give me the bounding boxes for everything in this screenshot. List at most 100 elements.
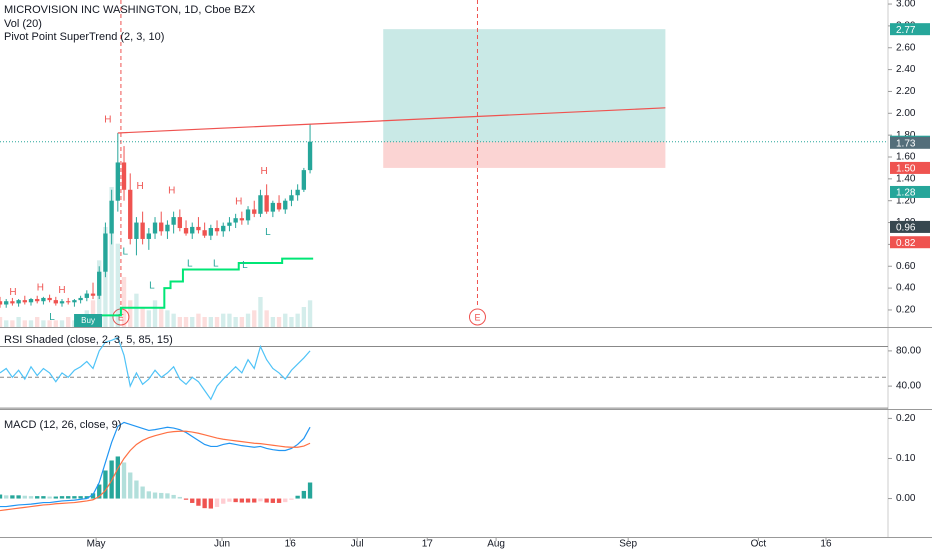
macd-histogram-bar — [183, 498, 189, 500]
candle-body — [208, 228, 214, 236]
candle-body — [90, 293, 96, 296]
macd-histogram-bar — [276, 498, 282, 503]
candle-body — [146, 233, 151, 239]
candle-body — [41, 297, 46, 302]
candle-body — [221, 225, 226, 232]
x-tick-label: 16 — [820, 539, 832, 550]
macd-histogram-bar — [289, 498, 294, 500]
x-tick-label: May — [87, 539, 106, 550]
pivot-label: H — [168, 186, 175, 197]
x-tick-label: Jun — [214, 539, 230, 550]
candle-body — [159, 222, 164, 232]
macd-histogram-bar — [72, 496, 77, 499]
pivot-label: L — [49, 312, 55, 323]
volume-bar — [289, 317, 294, 327]
x-tick-label: Aug — [487, 539, 505, 550]
volume-bar — [227, 313, 232, 327]
macd-line — [0, 421, 311, 508]
pivot-label: H — [58, 285, 65, 296]
price-tag — [890, 236, 930, 249]
macd-histogram-bar — [214, 498, 220, 507]
volume-bar — [140, 307, 145, 327]
macd-histogram-bar — [264, 498, 269, 503]
candle-body — [28, 299, 34, 303]
candle-body — [202, 230, 207, 236]
candle-body — [252, 209, 257, 214]
macd-histogram-bar — [10, 495, 15, 499]
pivot-label: H — [235, 196, 242, 207]
macd-histogram-bar — [196, 498, 201, 506]
candle-body — [227, 222, 232, 226]
macd-histogram-bar — [128, 472, 133, 499]
candle-body — [301, 170, 307, 190]
candle-body — [128, 189, 133, 239]
volume-bar — [121, 277, 127, 327]
volume-bar — [301, 307, 307, 327]
volume-bar — [202, 317, 207, 327]
macd-histogram-bar — [307, 482, 313, 499]
buy-badge — [74, 314, 103, 327]
y-tick-label: 3.00 — [896, 0, 916, 10]
volume-bar — [159, 307, 164, 327]
macd-histogram-bar — [97, 484, 102, 499]
pivot-label: H — [261, 166, 268, 177]
macd-histogram-bar — [53, 496, 58, 499]
y-tick-label: 2.00 — [896, 108, 916, 119]
macd-histogram-bar — [22, 495, 27, 499]
candle-body — [53, 300, 58, 304]
volume-bar — [196, 313, 201, 327]
candle-body — [78, 297, 83, 301]
candle-body — [59, 301, 65, 304]
volume-bar — [221, 313, 226, 327]
y-tick-label: 40.00 — [896, 381, 921, 392]
macd-histogram-bar — [208, 498, 214, 509]
candle-body — [35, 299, 40, 302]
pivot-label: L — [265, 227, 271, 238]
macd-histogram-bar — [103, 470, 108, 499]
candle-body — [196, 226, 201, 231]
x-tick-label: Sep — [619, 539, 637, 550]
candle-body — [140, 222, 145, 239]
volume-bar — [276, 317, 282, 327]
candle-body — [177, 217, 183, 229]
price-tag — [890, 23, 930, 36]
volume-bar — [16, 317, 21, 327]
y-tick-label: 1.60 — [896, 152, 916, 163]
event-label: E — [118, 312, 124, 322]
pivot-label: H — [137, 181, 144, 192]
macd-histogram-bar — [283, 498, 288, 503]
candle-body — [270, 202, 276, 212]
candle-body — [0, 301, 3, 305]
volume-bar — [109, 187, 114, 327]
pivot-label: L — [149, 281, 155, 292]
price-tag-label: 0.96 — [896, 223, 916, 234]
y-tick-label: 0.10 — [896, 453, 916, 464]
candle-body — [4, 301, 9, 305]
candle-body — [165, 224, 170, 232]
volume-bar — [264, 310, 269, 327]
macd-histogram-bar — [177, 496, 183, 499]
stop-zone — [383, 141, 666, 168]
macd-histogram-bar — [202, 498, 207, 509]
volume-bar — [10, 320, 15, 327]
volume-bar — [152, 300, 158, 327]
volume-bar — [4, 320, 9, 327]
candle-body — [72, 300, 77, 303]
macd-histogram-bar — [295, 495, 300, 499]
y-tick-label: 1.80 — [896, 130, 916, 141]
y-tick-label: 2.20 — [896, 86, 916, 97]
candle-body — [245, 209, 251, 221]
candle-body — [258, 195, 263, 214]
macd-histogram-bar — [115, 456, 120, 499]
y-tick-label: 1.40 — [896, 173, 916, 184]
price-tag — [890, 185, 930, 198]
y-tick-label: 0.20 — [896, 413, 916, 424]
macd-histogram-bar — [66, 496, 71, 499]
candle-body — [103, 233, 108, 272]
event-label: E — [474, 312, 480, 322]
macd-histogram-bar — [227, 498, 232, 502]
x-tick-label: 16 — [285, 539, 297, 550]
price-tag — [890, 136, 930, 149]
